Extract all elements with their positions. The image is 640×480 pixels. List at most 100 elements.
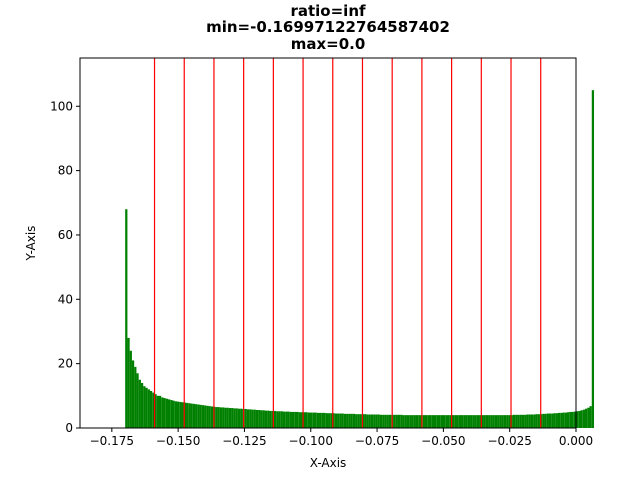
histogram-bars bbox=[125, 90, 595, 429]
histogram-bar bbox=[458, 415, 462, 428]
x-axis-label: X-Axis bbox=[310, 456, 347, 470]
histogram-bar bbox=[314, 412, 317, 428]
histogram-bar bbox=[253, 409, 256, 428]
histogram-bar bbox=[237, 408, 241, 428]
histogram-bar bbox=[168, 399, 171, 428]
histogram-bar bbox=[400, 414, 403, 428]
histogram-bar bbox=[186, 402, 189, 428]
histogram-bar bbox=[222, 407, 225, 428]
histogram-bar bbox=[249, 409, 252, 428]
histogram-bar bbox=[298, 412, 301, 428]
histogram-bar bbox=[140, 382, 144, 428]
histogram-bar bbox=[219, 407, 223, 428]
histogram-bar bbox=[521, 414, 525, 428]
histogram-bar bbox=[515, 414, 518, 428]
histogram-bar bbox=[282, 411, 286, 428]
histogram-bar bbox=[535, 414, 538, 428]
histogram-bar bbox=[172, 400, 175, 428]
x-tick-label: −0.150 bbox=[156, 434, 200, 448]
histogram-bar bbox=[499, 415, 502, 428]
histogram-bar bbox=[197, 404, 200, 428]
histogram-bar bbox=[544, 413, 547, 428]
histogram-bar bbox=[251, 409, 254, 428]
histogram-bar bbox=[294, 411, 297, 428]
histogram-bar bbox=[127, 337, 130, 428]
histogram-bar bbox=[325, 413, 329, 428]
histogram-bar bbox=[494, 415, 498, 428]
x-tick-label: −0.175 bbox=[90, 434, 134, 448]
histogram-bar bbox=[562, 412, 565, 428]
histogram-bar bbox=[300, 412, 304, 428]
histogram-bar bbox=[483, 415, 486, 428]
histogram-bar bbox=[147, 389, 150, 428]
x-axis-ticks: −0.175 −0.150 −0.125 −0.100 −0.075 −0.050 −0.0… bbox=[90, 428, 593, 448]
histogram-bar bbox=[411, 415, 414, 428]
histogram-bar bbox=[246, 409, 250, 428]
histogram-bar bbox=[479, 415, 482, 428]
histogram-bar bbox=[373, 414, 376, 428]
histogram-bar bbox=[573, 411, 576, 428]
histogram-bar bbox=[278, 411, 281, 428]
histogram-bar bbox=[585, 408, 588, 428]
histogram-bar bbox=[449, 415, 453, 428]
histogram-bar bbox=[501, 415, 504, 428]
histogram-bar bbox=[571, 411, 574, 428]
histogram-bar bbox=[177, 401, 180, 428]
histogram-bar bbox=[508, 415, 511, 428]
x-tick-label: 0.000 bbox=[559, 434, 593, 448]
histogram-bar bbox=[158, 395, 162, 428]
histogram-bar bbox=[589, 406, 592, 428]
histogram-bar bbox=[415, 415, 419, 428]
y-tick-label: 80 bbox=[58, 164, 73, 178]
histogram-bar bbox=[524, 414, 527, 428]
histogram-bar bbox=[465, 415, 468, 428]
histogram-bar bbox=[240, 408, 243, 428]
histogram-bar bbox=[375, 414, 378, 428]
histogram-bar bbox=[551, 413, 554, 428]
histogram-bar bbox=[492, 415, 495, 428]
vertical-lines bbox=[153, 58, 542, 428]
histogram-bar bbox=[334, 413, 338, 428]
histogram-bar bbox=[488, 415, 491, 428]
histogram-bar bbox=[587, 407, 590, 428]
histogram-bar bbox=[312, 412, 315, 428]
histogram-bar bbox=[555, 413, 558, 428]
histogram-bar bbox=[323, 412, 326, 428]
histogram-bar bbox=[161, 397, 164, 428]
histogram-bar bbox=[276, 411, 279, 428]
histogram-bar bbox=[413, 415, 416, 428]
histogram-bar bbox=[548, 413, 552, 428]
histogram-bar bbox=[370, 414, 374, 428]
histogram-bar bbox=[156, 395, 159, 428]
histogram-bar bbox=[433, 415, 437, 428]
histogram-bar bbox=[553, 413, 556, 428]
y-tick-label: 100 bbox=[50, 99, 73, 113]
histogram-bar bbox=[506, 415, 509, 428]
histogram-bar bbox=[463, 415, 466, 428]
histogram-bar bbox=[526, 414, 529, 428]
histogram-bar bbox=[560, 412, 563, 428]
histogram-bar bbox=[224, 407, 227, 428]
histogram-bar bbox=[291, 411, 295, 428]
chart-title-line-3: max=0.0 bbox=[291, 35, 366, 53]
histogram-bar bbox=[149, 391, 153, 428]
histogram-bar bbox=[231, 408, 234, 428]
histogram-bar bbox=[125, 209, 128, 428]
histogram-bar bbox=[195, 404, 198, 428]
histogram-bar bbox=[285, 411, 288, 428]
histogram-bar bbox=[497, 415, 500, 428]
histogram-bar bbox=[307, 412, 310, 428]
histogram-bar bbox=[181, 402, 184, 428]
histogram-bar bbox=[404, 415, 407, 428]
histogram-bar bbox=[201, 405, 205, 428]
histogram-bar bbox=[348, 413, 351, 428]
x-tick-label: −0.025 bbox=[487, 434, 531, 448]
histogram-bar bbox=[510, 415, 513, 428]
histogram-bar bbox=[134, 366, 137, 428]
histogram-bar bbox=[199, 404, 202, 428]
histogram-bar bbox=[481, 415, 484, 428]
histogram-bar bbox=[438, 415, 441, 428]
histogram-bar bbox=[454, 415, 457, 428]
histogram-bar bbox=[472, 415, 475, 428]
histogram-bar bbox=[226, 407, 229, 428]
